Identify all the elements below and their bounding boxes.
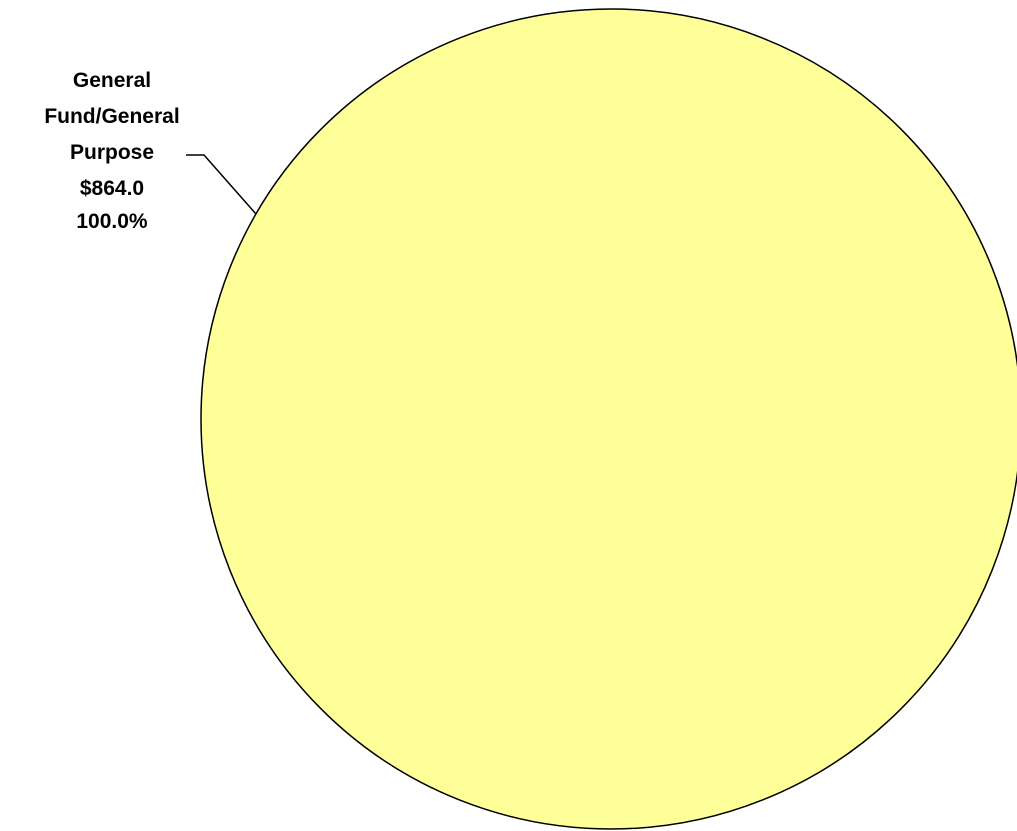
pie-slice-general-fund (200, 8, 1017, 830)
slice-label-line-2: Fund/General (44, 105, 179, 128)
slice-data-label: General Fund/General Purpose $864.0 100.… (44, 69, 179, 233)
slice-label-line-1: General (73, 69, 151, 92)
slice-value-label: $864.0 (80, 177, 144, 200)
leader-line (186, 154, 257, 215)
slice-label-line-3: Purpose (70, 141, 154, 164)
slice-percent-label: 100.0% (76, 210, 148, 233)
